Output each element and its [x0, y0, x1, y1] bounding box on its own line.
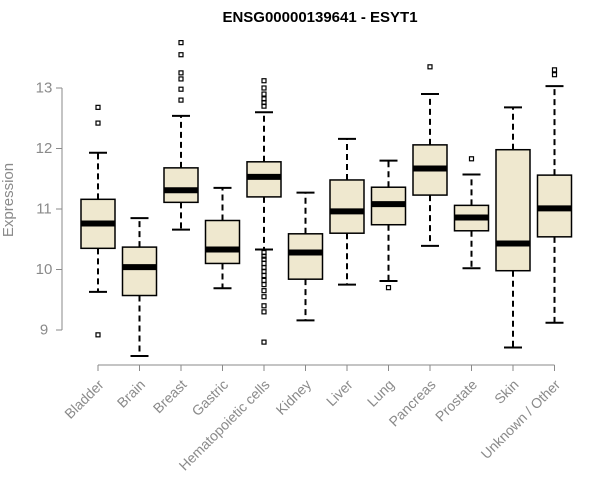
outlier-point	[261, 260, 267, 267]
outlier-point	[178, 52, 184, 58]
outlier-point	[261, 277, 267, 283]
y-axis-label: Expression	[0, 163, 17, 237]
outlier-point	[261, 91, 267, 97]
outlier-point	[261, 303, 267, 309]
outlier-point	[261, 78, 267, 84]
box-group	[163, 40, 199, 231]
outlier-point	[261, 256, 267, 262]
outlier-point	[178, 97, 184, 103]
outlier-point	[95, 120, 101, 126]
y-tick-label: 12	[36, 140, 53, 157]
outlier-point	[261, 249, 267, 256]
iqr-box	[287, 233, 324, 280]
x-tick-label: Breast	[150, 376, 190, 416]
outlier-point	[261, 85, 267, 91]
outlier-point	[261, 282, 267, 288]
box-group	[246, 78, 282, 345]
box-group	[495, 106, 531, 349]
outlier-point	[178, 86, 184, 92]
x-tick-label: Skin	[491, 376, 522, 407]
box-group	[80, 104, 116, 338]
box-group	[536, 67, 573, 324]
y-tick-label: 9	[40, 322, 48, 339]
x-tick-label: Brain	[114, 376, 148, 410]
x-tick-label: Prostate	[432, 376, 480, 424]
y-tick-label: 10	[36, 261, 53, 278]
box-group	[121, 217, 158, 358]
outlier-point	[468, 156, 475, 162]
iqr-box	[329, 179, 365, 234]
iqr-box	[121, 246, 158, 297]
outlier-point	[178, 70, 184, 76]
y-tick-label: 13	[36, 80, 53, 97]
outlier-point	[178, 40, 184, 46]
outlier-point	[261, 96, 267, 102]
iqr-box	[204, 219, 241, 265]
box-group	[412, 64, 448, 247]
x-tick-label: Lung	[364, 376, 397, 409]
box-group	[453, 156, 490, 270]
outlier-point	[261, 272, 267, 279]
outlier-point	[95, 104, 101, 110]
box-group	[370, 159, 407, 291]
outlier-point	[261, 339, 267, 345]
box-group	[329, 137, 365, 286]
x-tick-label: Kidney	[273, 376, 315, 418]
x-tick-label: Liver	[323, 376, 356, 409]
boxes	[80, 40, 573, 358]
outlier-point	[95, 332, 101, 338]
outlier-point	[261, 309, 267, 315]
outlier-point	[551, 67, 558, 73]
outlier-point	[261, 294, 267, 300]
x-tick-label: Bladder	[61, 376, 107, 422]
y-tick-label: 11	[36, 201, 52, 218]
chart-title: ENSG00000139641 - ESYT1	[222, 9, 417, 26]
outlier-point	[261, 288, 267, 294]
outlier-point	[178, 76, 184, 82]
x-tick-label: Unknown / Other	[478, 376, 564, 462]
outlier-point	[427, 64, 433, 70]
outlier-point	[551, 72, 558, 78]
iqr-box	[163, 167, 199, 204]
outlier-point	[385, 285, 392, 291]
box-group	[287, 191, 324, 322]
box-group	[204, 186, 241, 290]
iqr-box	[495, 148, 531, 272]
